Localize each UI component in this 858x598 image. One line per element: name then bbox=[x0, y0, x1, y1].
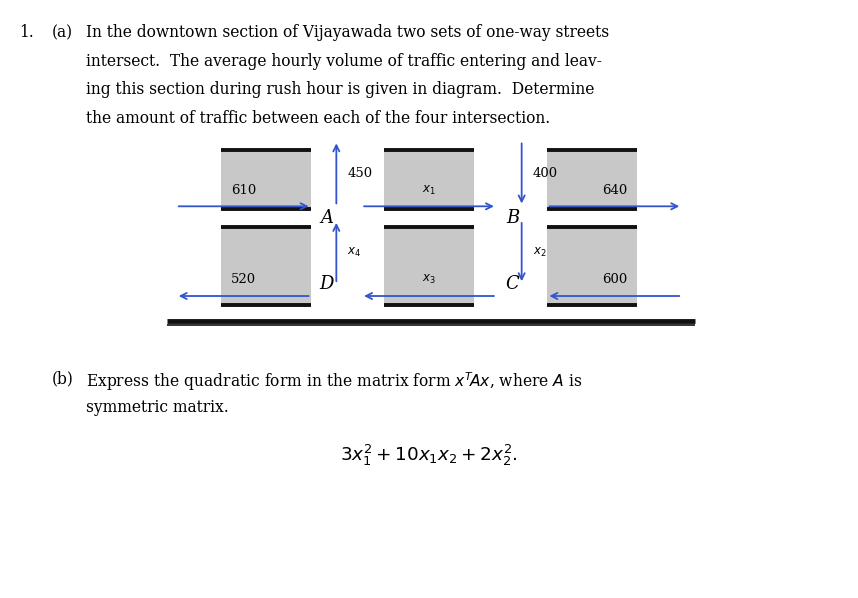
Text: intersect.  The average hourly volume of traffic entering and leav-: intersect. The average hourly volume of … bbox=[86, 53, 601, 69]
Bar bbox=[547, 150, 637, 209]
Text: $x_1$: $x_1$ bbox=[422, 184, 436, 197]
Text: 520: 520 bbox=[231, 273, 257, 286]
Text: $3x_1^2 + 10x_1x_2 + 2x_2^2.$: $3x_1^2 + 10x_1x_2 + 2x_2^2.$ bbox=[340, 443, 518, 468]
Bar bbox=[384, 150, 474, 209]
Text: 640: 640 bbox=[601, 184, 627, 197]
Text: ing this section during rush hour is given in diagram.  Determine: ing this section during rush hour is giv… bbox=[86, 81, 595, 98]
Bar bbox=[221, 227, 311, 305]
Text: $x_4$: $x_4$ bbox=[347, 246, 361, 258]
Text: A: A bbox=[321, 209, 334, 227]
Text: Express the quadratic form in the matrix form $x^T\!Ax$, where $A$ is: Express the quadratic form in the matrix… bbox=[86, 371, 583, 393]
Text: C: C bbox=[505, 275, 519, 293]
Text: D: D bbox=[319, 275, 334, 293]
Text: symmetric matrix.: symmetric matrix. bbox=[86, 399, 228, 416]
Text: (a): (a) bbox=[51, 24, 73, 41]
Text: B: B bbox=[506, 209, 519, 227]
Text: $x_2$: $x_2$ bbox=[533, 246, 547, 258]
Text: 450: 450 bbox=[347, 167, 372, 180]
Text: $x_3$: $x_3$ bbox=[422, 273, 436, 286]
Text: 1.: 1. bbox=[19, 24, 33, 41]
Text: In the downtown section of Vijayawada two sets of one-way streets: In the downtown section of Vijayawada tw… bbox=[86, 24, 609, 41]
Text: (b): (b) bbox=[51, 371, 73, 388]
Text: 400: 400 bbox=[533, 167, 558, 180]
Text: 600: 600 bbox=[601, 273, 627, 286]
Bar bbox=[547, 227, 637, 305]
Text: the amount of traffic between each of the four intersection.: the amount of traffic between each of th… bbox=[86, 110, 550, 127]
Text: 610: 610 bbox=[231, 184, 257, 197]
Bar bbox=[221, 150, 311, 209]
Bar bbox=[384, 227, 474, 305]
